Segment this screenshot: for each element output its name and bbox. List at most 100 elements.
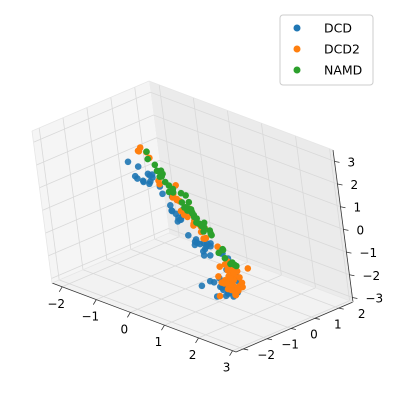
point-namd <box>158 173 165 180</box>
z-tick-label: 0 <box>356 223 364 237</box>
point-dcd <box>207 240 214 247</box>
axes-panes <box>32 81 353 352</box>
x-tick-mark <box>195 337 199 344</box>
point-dcd <box>148 171 156 178</box>
point-dcd2 <box>225 266 232 273</box>
legend: DCD DCD2 NAMD <box>279 14 374 86</box>
point-namd <box>178 199 186 206</box>
point-namd <box>182 192 189 199</box>
x-tick-mark <box>161 324 165 331</box>
point-namd <box>228 259 236 266</box>
x-tick-label: −2 <box>47 297 65 311</box>
point-namd <box>219 245 226 253</box>
point-dcd <box>124 158 132 166</box>
y-tick-label: 1 <box>334 317 342 331</box>
point-dcd <box>200 252 208 259</box>
x-axis-ticks: −2 −1 0 1 2 3 <box>47 286 233 375</box>
point-dcd <box>168 207 176 215</box>
y-tick-label: 2 <box>358 307 366 321</box>
legend-frame <box>279 14 374 86</box>
grid-line-z <box>39 137 341 208</box>
z-tick-label: −2 <box>362 269 380 283</box>
x-tick-mark <box>127 312 131 318</box>
point-dcd2 <box>222 279 230 286</box>
z-tick-mark <box>340 206 346 209</box>
point-dcd <box>167 202 174 209</box>
x-tick-label: 1 <box>155 335 163 349</box>
x-tick-mark <box>92 299 97 305</box>
side-pane <box>32 81 169 283</box>
grid-line-z <box>51 228 353 298</box>
y-axis-ticks: −2 −1 0 1 2 <box>243 307 365 362</box>
grid-line-z <box>36 114 338 185</box>
point-namd <box>153 167 161 175</box>
y-tick-mark <box>290 328 296 330</box>
scatter-points <box>124 144 252 300</box>
point-dcd2 <box>244 265 252 272</box>
y-tick-mark <box>338 307 344 310</box>
y-tick-label: 0 <box>310 328 318 342</box>
point-dcd2 <box>227 275 234 282</box>
point-dcd2 <box>202 234 210 242</box>
grid-line-z <box>48 205 350 276</box>
z-tick-mark <box>343 229 349 231</box>
legend-marker-namd <box>293 66 301 74</box>
point-dcd <box>191 238 199 245</box>
point-namd <box>221 254 229 262</box>
point-dcd <box>159 190 166 198</box>
point-namd <box>143 148 150 155</box>
point-namd <box>206 227 214 234</box>
point-dcd <box>222 292 230 300</box>
z-tick-label: 1 <box>353 201 361 215</box>
point-dcd <box>134 163 142 170</box>
z-tick-mark <box>352 297 358 299</box>
legend-marker-dcd <box>293 24 301 32</box>
point-namd <box>193 219 200 226</box>
point-dcd <box>196 240 204 248</box>
x-tick-label: 0 <box>121 322 129 336</box>
z-tick-label: −1 <box>359 246 377 260</box>
x-tick-mark <box>229 350 233 356</box>
legend-label-namd: NAMD <box>324 63 362 78</box>
point-namd <box>144 155 151 163</box>
point-dcd <box>134 175 141 182</box>
x-tick-label: −1 <box>81 310 99 324</box>
point-namd <box>151 161 159 169</box>
x-tick-mark <box>58 286 63 293</box>
z-axis-line <box>332 149 354 303</box>
z-tick-mark <box>346 251 352 254</box>
x-tick-label: 3 <box>223 361 231 375</box>
z-tick-label: 3 <box>347 155 355 169</box>
z-tick-mark <box>349 274 355 277</box>
point-dcd2 <box>215 273 222 280</box>
point-namd <box>184 207 191 214</box>
axis-lines <box>31 80 354 353</box>
pane-edge <box>31 130 53 284</box>
point-namd <box>198 222 205 230</box>
point-dcd <box>139 177 147 185</box>
z-tick-label: −3 <box>365 291 383 305</box>
z-axis-ticks: −3 −2 −1 0 1 2 3 <box>334 155 383 305</box>
y-tick-mark <box>243 348 249 351</box>
point-dcd2 <box>234 285 242 292</box>
y-tick-label: −2 <box>257 348 275 362</box>
point-dcd2 <box>216 292 224 300</box>
y-axis-line <box>235 301 354 353</box>
z-tick-mark <box>337 183 343 186</box>
point-dcd2 <box>233 268 241 275</box>
point-dcd2 <box>216 263 223 271</box>
point-dcd <box>198 282 206 290</box>
x-axis-line <box>51 282 237 353</box>
legend-marker-dcd2 <box>293 45 301 53</box>
point-dcd2 <box>236 274 243 281</box>
point-namd <box>185 198 193 206</box>
point-namd <box>189 210 196 217</box>
y-tick-label: −1 <box>281 338 299 352</box>
pane-edge <box>51 232 354 303</box>
pane-edge <box>31 80 334 151</box>
y-tick-mark <box>266 338 273 341</box>
grid-line-z <box>42 159 344 230</box>
x-tick-label: 2 <box>189 348 197 362</box>
point-dcd2 <box>136 144 144 151</box>
